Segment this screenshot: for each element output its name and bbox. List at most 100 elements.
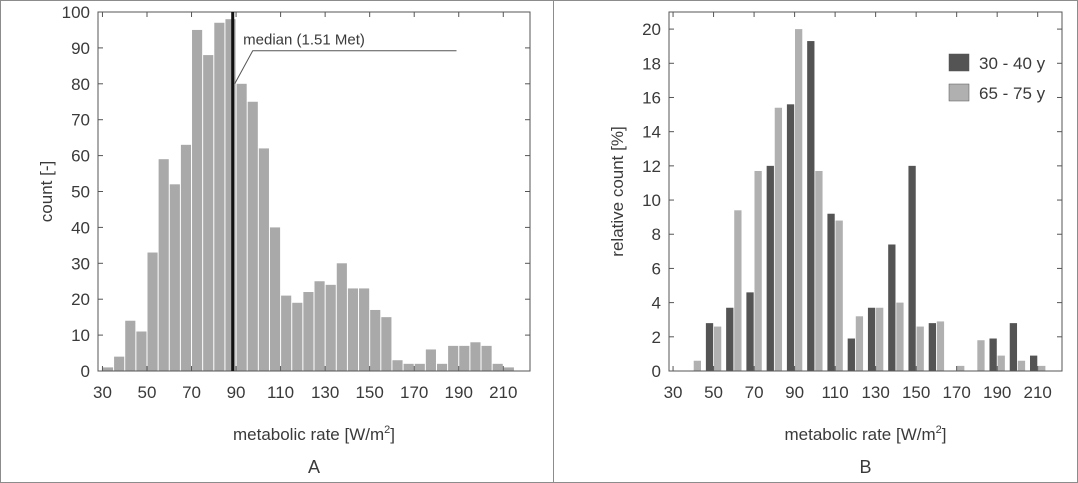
chart-b: 30 50 70 90 110 130 150 170 190 210 0 2 4 6 8 10 12 14 16 1… xyxy=(608,11,1063,477)
bar-65-75 xyxy=(774,107,783,371)
histogram-bar xyxy=(414,363,425,371)
y-tick-label: 0 xyxy=(652,362,661,381)
bar-30-40 xyxy=(1029,355,1038,371)
x-tick-label: 70 xyxy=(182,383,201,402)
bar-65-75 xyxy=(977,340,985,371)
y-tick-label: 90 xyxy=(71,39,90,58)
x-tick-label: 210 xyxy=(1024,383,1052,402)
histogram-bar xyxy=(392,360,403,371)
bar-65-75 xyxy=(855,316,864,371)
bar-65-75 xyxy=(734,210,742,371)
chart-a: 30 50 70 90 110 130 150 170 190 21001020304050607… xyxy=(37,3,531,477)
x-axis-label-superscript: 2 xyxy=(936,424,942,436)
bar-65-75 xyxy=(896,302,904,371)
histogram-bar xyxy=(292,302,303,371)
y-tick-label: 8 xyxy=(652,225,661,244)
bar-30-40 xyxy=(1009,323,1018,371)
histogram-bar xyxy=(381,317,392,371)
bar-30-40 xyxy=(847,338,855,371)
bar-30-40 xyxy=(928,323,937,371)
histogram-bar xyxy=(436,363,448,371)
histogram-bar xyxy=(503,367,514,371)
bar-30-40 xyxy=(908,165,916,371)
y-tick-label: 0 xyxy=(81,362,90,381)
x-tick-label: 170 xyxy=(400,383,428,402)
x-tick-label: 90 xyxy=(785,383,804,402)
x-tick-label: 170 xyxy=(942,383,970,402)
histogram-bar xyxy=(425,349,436,371)
x-axis-label: metabolic rate [W/m2] xyxy=(784,424,946,444)
y-tick-label: 60 xyxy=(71,147,90,166)
histogram-bar xyxy=(314,281,325,371)
histogram-bar xyxy=(180,144,192,371)
bar-30-40 xyxy=(705,323,714,371)
bar-65-75 xyxy=(916,326,924,371)
bar-65-75 xyxy=(876,307,884,371)
x-tick-label: 70 xyxy=(745,383,764,402)
bar-65-75 xyxy=(713,326,722,371)
y-tick-label: 100 xyxy=(62,3,90,22)
histogram-bar xyxy=(236,83,247,372)
histogram-bar xyxy=(225,19,236,372)
bar-65-75 xyxy=(693,360,702,371)
histogram-bar xyxy=(336,263,347,371)
bar-65-75 xyxy=(754,170,762,371)
x-tick-label: 190 xyxy=(445,383,473,402)
median-label: median (1.51 Met) xyxy=(243,32,365,49)
x-tick-label: 110 xyxy=(267,383,294,402)
bar-30-40 xyxy=(746,292,754,371)
x-tick-label: 150 xyxy=(355,383,383,402)
y-tick-label: 10 xyxy=(642,191,661,210)
x-tick-label: 90 xyxy=(227,383,246,402)
x-tick-label: 30 xyxy=(93,383,112,402)
x-axis-label-text: metabolic rate [W/m xyxy=(233,425,384,444)
x-tick-label: 30 xyxy=(664,383,683,402)
y-axis-label: count [-] xyxy=(37,161,56,222)
x-axis-label-text: metabolic rate [W/m xyxy=(784,425,935,444)
bar-30-40 xyxy=(807,41,815,372)
bar-65-75 xyxy=(1017,360,1026,371)
x-tick-label: 50 xyxy=(704,383,723,402)
plot-area-frame xyxy=(668,11,1063,372)
panel-divider xyxy=(553,0,554,483)
y-axis-label: relative count [%] xyxy=(608,126,627,256)
histogram-bar xyxy=(470,342,481,371)
panel-label: B xyxy=(859,457,871,477)
bar-65-75 xyxy=(794,29,803,371)
x-tick-label: 210 xyxy=(489,383,517,402)
x-axis-label-close: ] xyxy=(942,425,947,444)
histogram-bar xyxy=(492,363,503,371)
bar-30-40 xyxy=(726,307,734,371)
histogram-bar xyxy=(169,184,180,371)
bar-30-40 xyxy=(867,307,876,371)
bar-30-40 xyxy=(827,213,835,371)
histogram-bar xyxy=(403,363,414,371)
x-tick-label: 130 xyxy=(311,383,339,402)
bar-65-75 xyxy=(815,170,823,371)
x-axis-label-close: ] xyxy=(390,425,395,444)
panel-label: A xyxy=(308,457,320,477)
y-tick-label: 20 xyxy=(71,290,90,309)
histogram-bar xyxy=(136,331,147,371)
y-tick-label: 10 xyxy=(71,326,90,345)
x-tick-label: 130 xyxy=(861,383,889,402)
bar-65-75 xyxy=(1038,365,1046,371)
y-tick-label: 18 xyxy=(642,54,661,73)
y-tick-label: 70 xyxy=(71,111,90,130)
histogram-bar xyxy=(258,148,269,371)
y-tick-label: 14 xyxy=(642,123,661,142)
bar-30-40 xyxy=(888,244,896,371)
histogram-bar xyxy=(125,320,136,371)
y-tick-label: 2 xyxy=(652,328,661,347)
histogram-bar xyxy=(147,252,158,371)
median-leader-line xyxy=(234,50,457,85)
y-tick-label: 4 xyxy=(652,294,661,313)
legend-label: 65 - 75 y xyxy=(979,84,1046,103)
histogram-bar xyxy=(192,29,203,371)
histogram-bar xyxy=(214,22,225,372)
histogram-bar xyxy=(158,159,169,371)
legend-label: 30 - 40 y xyxy=(979,54,1046,73)
histogram-bar xyxy=(303,292,314,371)
x-tick-label: 150 xyxy=(902,383,930,402)
histogram-bar xyxy=(359,288,370,371)
